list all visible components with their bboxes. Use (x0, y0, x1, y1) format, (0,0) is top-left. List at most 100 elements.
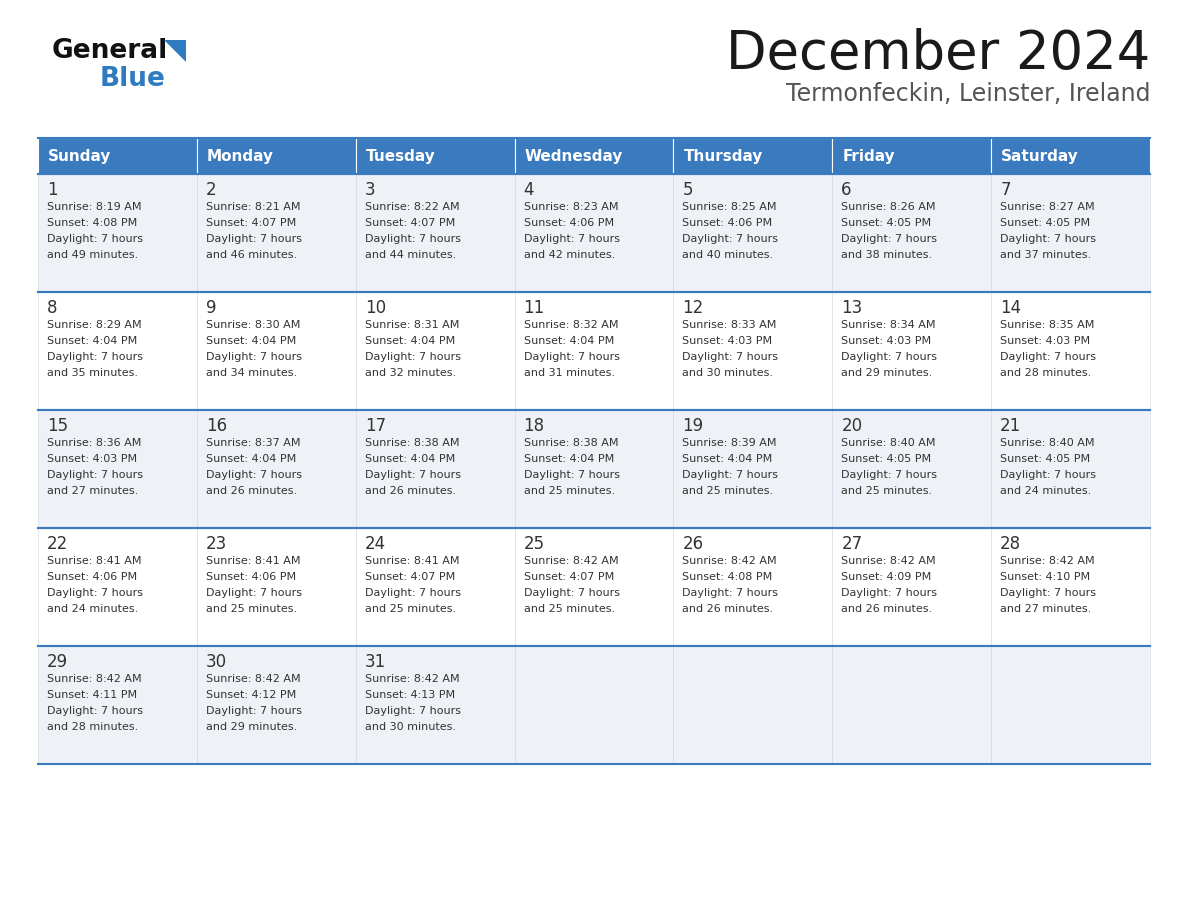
Bar (355, 646, 514, 764)
Bar (514, 410, 674, 528)
Bar (355, 138, 514, 174)
Text: 25: 25 (524, 535, 544, 553)
Text: Sunrise: 8:42 AM: Sunrise: 8:42 AM (682, 556, 777, 566)
Text: 21: 21 (1000, 417, 1022, 435)
Bar (833, 292, 991, 410)
Bar (197, 138, 355, 174)
Text: 13: 13 (841, 299, 862, 317)
Text: Wednesday: Wednesday (525, 149, 623, 163)
Text: 4: 4 (524, 181, 535, 199)
Text: and 25 minutes.: and 25 minutes. (682, 486, 773, 496)
Text: 23: 23 (206, 535, 227, 553)
Bar (355, 292, 514, 410)
Bar (197, 292, 355, 410)
Text: Daylight: 7 hours: Daylight: 7 hours (48, 234, 143, 244)
Text: Sunset: 4:08 PM: Sunset: 4:08 PM (48, 218, 138, 228)
Text: 8: 8 (48, 299, 57, 317)
Text: Thursday: Thursday (683, 149, 763, 163)
Bar (355, 410, 514, 528)
Bar (38, 410, 197, 528)
Text: Sunset: 4:03 PM: Sunset: 4:03 PM (48, 454, 137, 464)
Bar (674, 528, 833, 646)
Bar (197, 410, 355, 528)
Bar (833, 528, 991, 646)
Text: Sunrise: 8:21 AM: Sunrise: 8:21 AM (206, 202, 301, 212)
Text: and 34 minutes.: and 34 minutes. (206, 368, 297, 378)
Text: Sunset: 4:04 PM: Sunset: 4:04 PM (206, 336, 296, 346)
Text: Daylight: 7 hours: Daylight: 7 hours (365, 234, 461, 244)
Bar (38, 292, 197, 410)
Text: Sunrise: 8:41 AM: Sunrise: 8:41 AM (48, 556, 141, 566)
Text: Sunrise: 8:42 AM: Sunrise: 8:42 AM (48, 674, 141, 684)
Text: and 40 minutes.: and 40 minutes. (682, 250, 773, 260)
Text: 1: 1 (48, 181, 58, 199)
Text: Daylight: 7 hours: Daylight: 7 hours (524, 470, 620, 480)
Bar (674, 646, 833, 764)
Text: Daylight: 7 hours: Daylight: 7 hours (682, 234, 778, 244)
Bar (991, 138, 1150, 174)
Bar (38, 174, 197, 292)
Text: and 29 minutes.: and 29 minutes. (841, 368, 933, 378)
Text: Sunrise: 8:42 AM: Sunrise: 8:42 AM (1000, 556, 1095, 566)
Text: and 27 minutes.: and 27 minutes. (1000, 604, 1092, 614)
Text: 18: 18 (524, 417, 544, 435)
Text: Sunset: 4:06 PM: Sunset: 4:06 PM (48, 572, 137, 582)
Text: Sunset: 4:12 PM: Sunset: 4:12 PM (206, 690, 296, 700)
Text: and 25 minutes.: and 25 minutes. (524, 604, 614, 614)
Text: and 46 minutes.: and 46 minutes. (206, 250, 297, 260)
Text: Sunset: 4:05 PM: Sunset: 4:05 PM (841, 454, 931, 464)
Text: Daylight: 7 hours: Daylight: 7 hours (206, 470, 302, 480)
Bar (833, 410, 991, 528)
Text: Daylight: 7 hours: Daylight: 7 hours (841, 588, 937, 598)
Text: Sunrise: 8:23 AM: Sunrise: 8:23 AM (524, 202, 618, 212)
Text: Sunday: Sunday (48, 149, 112, 163)
Bar (991, 292, 1150, 410)
Text: Sunset: 4:08 PM: Sunset: 4:08 PM (682, 572, 772, 582)
Text: Sunset: 4:04 PM: Sunset: 4:04 PM (365, 454, 455, 464)
Text: 26: 26 (682, 535, 703, 553)
Bar (991, 528, 1150, 646)
Text: Sunrise: 8:30 AM: Sunrise: 8:30 AM (206, 320, 301, 330)
Text: Sunrise: 8:42 AM: Sunrise: 8:42 AM (841, 556, 936, 566)
Text: and 28 minutes.: and 28 minutes. (1000, 368, 1092, 378)
Text: and 25 minutes.: and 25 minutes. (524, 486, 614, 496)
Text: 2: 2 (206, 181, 216, 199)
Text: Daylight: 7 hours: Daylight: 7 hours (1000, 588, 1097, 598)
Text: Daylight: 7 hours: Daylight: 7 hours (48, 588, 143, 598)
Bar (197, 174, 355, 292)
Text: Sunrise: 8:40 AM: Sunrise: 8:40 AM (841, 438, 936, 448)
Text: Monday: Monday (207, 149, 274, 163)
Bar (38, 528, 197, 646)
Text: and 26 minutes.: and 26 minutes. (206, 486, 297, 496)
Text: Sunset: 4:03 PM: Sunset: 4:03 PM (1000, 336, 1091, 346)
Text: December 2024: December 2024 (726, 28, 1150, 80)
Text: Sunrise: 8:29 AM: Sunrise: 8:29 AM (48, 320, 141, 330)
Text: Sunset: 4:04 PM: Sunset: 4:04 PM (206, 454, 296, 464)
Text: Daylight: 7 hours: Daylight: 7 hours (841, 352, 937, 362)
Text: Sunset: 4:03 PM: Sunset: 4:03 PM (682, 336, 772, 346)
Bar (833, 138, 991, 174)
Text: 10: 10 (365, 299, 386, 317)
Text: Sunrise: 8:25 AM: Sunrise: 8:25 AM (682, 202, 777, 212)
Bar (674, 174, 833, 292)
Text: 29: 29 (48, 653, 68, 671)
Text: and 24 minutes.: and 24 minutes. (1000, 486, 1092, 496)
Text: and 26 minutes.: and 26 minutes. (841, 604, 933, 614)
Text: 16: 16 (206, 417, 227, 435)
Text: 3: 3 (365, 181, 375, 199)
Bar (355, 528, 514, 646)
Text: Sunrise: 8:38 AM: Sunrise: 8:38 AM (524, 438, 618, 448)
Text: 27: 27 (841, 535, 862, 553)
Text: Daylight: 7 hours: Daylight: 7 hours (682, 588, 778, 598)
Text: 24: 24 (365, 535, 386, 553)
Bar (991, 410, 1150, 528)
Text: Daylight: 7 hours: Daylight: 7 hours (206, 706, 302, 716)
Text: Blue: Blue (100, 66, 166, 92)
Text: Sunset: 4:05 PM: Sunset: 4:05 PM (1000, 454, 1091, 464)
Text: Daylight: 7 hours: Daylight: 7 hours (524, 234, 620, 244)
Bar (355, 174, 514, 292)
Text: Sunset: 4:13 PM: Sunset: 4:13 PM (365, 690, 455, 700)
Text: Sunset: 4:10 PM: Sunset: 4:10 PM (1000, 572, 1091, 582)
Text: and 38 minutes.: and 38 minutes. (841, 250, 933, 260)
Text: Daylight: 7 hours: Daylight: 7 hours (841, 234, 937, 244)
